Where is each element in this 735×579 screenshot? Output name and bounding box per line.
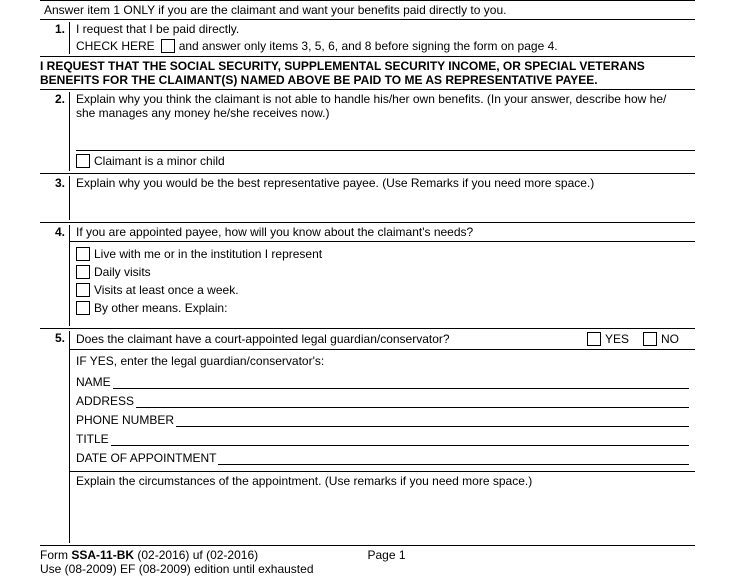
item-5-question: Does the claimant have a court-appointed… (76, 332, 587, 346)
form-prefix: Form (40, 548, 68, 562)
item-5-number: 5. (40, 331, 70, 543)
footer-line2: Use (08-2009) EF (08-2009) edition until… (40, 562, 695, 576)
phone-label: PHONE NUMBER (76, 413, 176, 427)
name-label: NAME (76, 375, 113, 389)
guardian-yes-checkbox[interactable] (587, 332, 601, 346)
phone-field[interactable] (176, 412, 689, 427)
address-label: ADDRESS (76, 394, 136, 408)
item-3-text: Explain why you would be the best repres… (76, 176, 695, 190)
item-4-text: If you are appointed payee, how will you… (70, 225, 695, 242)
item-3-number: 3. (40, 176, 70, 220)
opt-livewith-checkbox[interactable] (76, 247, 90, 261)
opt-livewith-label: Live with me or in the institution I rep… (94, 247, 322, 261)
item-2-number: 2. (40, 92, 70, 171)
opt-weekly-label: Visits at least once a week. (94, 283, 239, 297)
no-label: NO (661, 332, 679, 346)
minor-child-checkbox[interactable] (76, 154, 90, 168)
explain-circumstances: Explain the circumstances of the appoint… (76, 474, 689, 488)
check-here-checkbox[interactable] (161, 39, 175, 53)
name-field[interactable] (113, 374, 689, 389)
top-instruction: Answer item 1 ONLY if you are the claima… (40, 0, 695, 19)
opt-other-checkbox[interactable] (76, 301, 90, 315)
item-1-number: 1. (40, 22, 70, 54)
item-1-line1: I request that I be paid directly. (76, 22, 695, 36)
opt-daily-checkbox[interactable] (76, 265, 90, 279)
item-2-text2: she manages any money he/she receives no… (76, 106, 695, 120)
minor-child-label: Claimant is a minor child (94, 154, 225, 168)
title-field[interactable] (111, 431, 689, 446)
opt-other-label: By other means. Explain: (94, 301, 227, 315)
yes-label: YES (605, 332, 629, 346)
date-label: DATE OF APPOINTMENT (76, 451, 218, 465)
form-rest: (02-2016) uf (02-2016) (137, 548, 258, 562)
ifyes-text: IF YES, enter the legal guardian/conserv… (76, 352, 689, 370)
check-here-label: CHECK HERE (76, 39, 155, 53)
date-field[interactable] (218, 450, 689, 465)
form-number: SSA-11-BK (71, 548, 134, 562)
item-2-text1: Explain why you think the claimant is no… (76, 92, 695, 106)
title-label: TITLE (76, 432, 111, 446)
opt-weekly-checkbox[interactable] (76, 283, 90, 297)
item-4-number: 4. (40, 225, 70, 326)
request-heading: I REQUEST THAT THE SOCIAL SECURITY, SUPP… (40, 56, 695, 89)
opt-daily-label: Daily visits (94, 265, 151, 279)
guardian-no-checkbox[interactable] (643, 332, 657, 346)
address-field[interactable] (136, 393, 689, 408)
check-here-after: and answer only items 3, 5, 6, and 8 bef… (179, 39, 558, 53)
page-number: Page 1 (368, 548, 696, 562)
